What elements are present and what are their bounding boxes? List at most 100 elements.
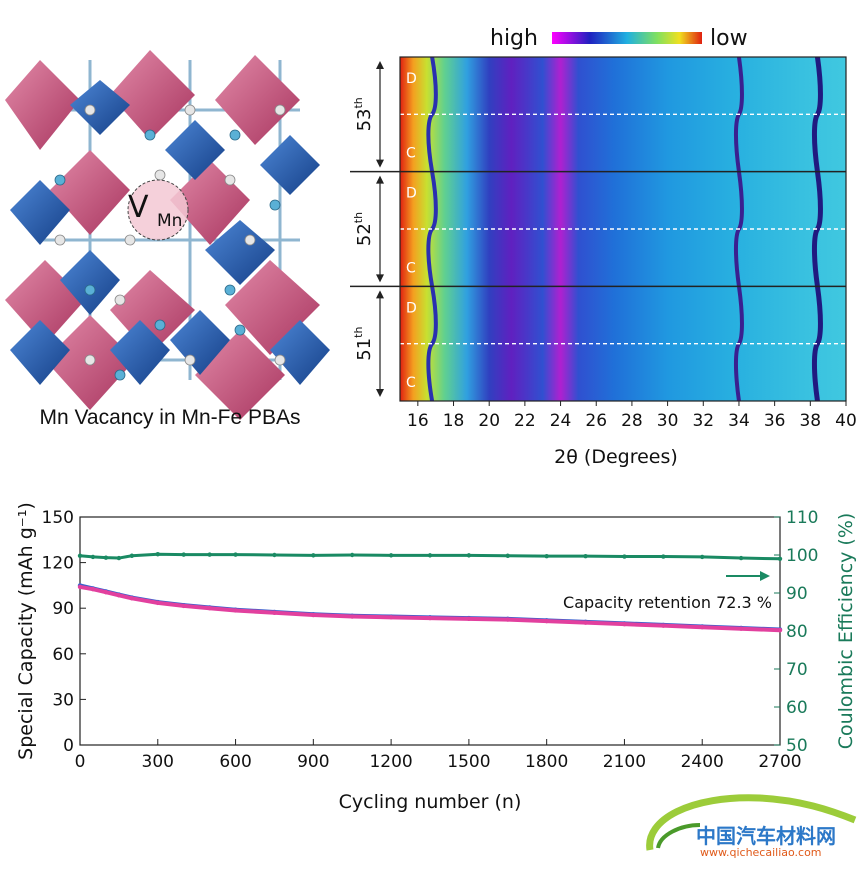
x-tick-label: 2400 bbox=[681, 752, 724, 772]
y2-tick-label: 70 bbox=[786, 660, 808, 680]
legend-low-label: low bbox=[710, 26, 748, 51]
data-point bbox=[505, 553, 510, 558]
x-tick-label: 600 bbox=[219, 752, 251, 772]
data-point bbox=[207, 552, 212, 557]
data-point bbox=[738, 555, 744, 561]
cycling-chart-panel: 0 300 600 900 1200 1500 1800 2100 2400 2700 0 30 60… bbox=[0, 490, 866, 820]
data-point bbox=[466, 616, 472, 622]
xrd-x-tick-label: 32 bbox=[692, 411, 714, 431]
arrow-right-icon bbox=[726, 571, 770, 581]
cycle-label: 51th bbox=[352, 327, 375, 361]
data-point bbox=[116, 555, 122, 561]
y-tick-label: 0 bbox=[63, 736, 74, 756]
y2-tick-label: 60 bbox=[786, 698, 808, 718]
data-point bbox=[738, 626, 744, 631]
y2-tick-label: 50 bbox=[786, 736, 808, 756]
data-point bbox=[350, 552, 355, 558]
data-point bbox=[129, 553, 135, 558]
data-point bbox=[700, 625, 705, 630]
watermark: 中国汽车材料网 www.qichecailiao.com bbox=[640, 790, 864, 866]
x-tick-label: 2700 bbox=[758, 752, 801, 772]
y2-tick-label: 80 bbox=[786, 622, 808, 642]
charge-label: C bbox=[406, 260, 416, 276]
xrd-x-tick-label: 22 bbox=[514, 411, 536, 431]
x-axis-label: Cycling number (n) bbox=[339, 791, 522, 813]
data-point bbox=[466, 553, 472, 558]
data-point bbox=[583, 553, 588, 559]
y2-tick-label: 110 bbox=[786, 508, 818, 528]
atom-spheres bbox=[54, 104, 286, 366]
data-point bbox=[622, 554, 627, 559]
data-point bbox=[777, 628, 783, 633]
data-point bbox=[311, 612, 316, 618]
data-point bbox=[544, 618, 549, 624]
data-point bbox=[700, 554, 705, 560]
data-point bbox=[350, 614, 355, 619]
data-point bbox=[311, 553, 316, 558]
xrd-peak-3 bbox=[811, 56, 823, 402]
x-tick-label: 300 bbox=[142, 752, 174, 772]
discharge-label: D bbox=[406, 186, 417, 202]
xrd-x-tick-label: 20 bbox=[478, 411, 500, 431]
data-point bbox=[427, 553, 433, 558]
structure-caption: Mn Vacancy in Mn-Fe PBAs bbox=[39, 406, 301, 429]
charge-label: C bbox=[406, 375, 416, 391]
x-tick-label: 900 bbox=[297, 752, 329, 772]
watermark-logo-icon bbox=[646, 794, 857, 851]
data-point bbox=[272, 610, 277, 615]
xrd-x-tick-label: 24 bbox=[550, 411, 572, 431]
xrd-peaks bbox=[426, 56, 823, 402]
data-point bbox=[103, 555, 109, 560]
data-point bbox=[129, 596, 135, 601]
data-point bbox=[207, 606, 212, 611]
data-point bbox=[777, 556, 783, 561]
data-point bbox=[155, 600, 160, 606]
crystal-structure-panel: V Mn bbox=[0, 40, 340, 440]
discharge-label: D bbox=[406, 300, 417, 316]
vacancy-symbol: V bbox=[128, 190, 149, 225]
data-point bbox=[661, 623, 666, 628]
discharge-label: D bbox=[406, 71, 417, 87]
data-point bbox=[103, 590, 109, 595]
x-tick-label: 1200 bbox=[369, 752, 412, 772]
cycle-label: 52th bbox=[352, 212, 375, 246]
data-point bbox=[116, 593, 122, 598]
cycling-chart: 0 300 600 900 1200 1500 1800 2100 2400 2700 0 30 60… bbox=[15, 502, 857, 813]
data-point bbox=[90, 587, 96, 592]
watermark-url: www.qichecailiao.com bbox=[700, 846, 822, 859]
y2-axis-label: Coulombic Efficiency (%) bbox=[835, 513, 857, 750]
data-point bbox=[90, 554, 96, 560]
y-axis-label: Special Capacity (mAh g⁻¹) bbox=[15, 502, 37, 760]
xrd-x-axis-label: 2θ (Degrees) bbox=[554, 446, 678, 468]
y-tick-label: 120 bbox=[42, 554, 74, 574]
x-tick-label: 1800 bbox=[525, 752, 568, 772]
data-point bbox=[505, 617, 510, 622]
y2-tick-label: 100 bbox=[786, 546, 818, 566]
xrd-x-tick-label: 16 bbox=[407, 411, 429, 431]
x-tick-label: 1500 bbox=[447, 752, 490, 772]
data-point bbox=[388, 553, 394, 558]
xrd-x-tick-label: 38 bbox=[799, 411, 821, 431]
data-point bbox=[181, 603, 186, 609]
crystal-structure-image: V Mn bbox=[5, 50, 330, 420]
y-tick-label: 150 bbox=[42, 508, 74, 528]
cycle-label: 53th bbox=[352, 97, 375, 131]
data-point bbox=[77, 553, 83, 558]
data-point bbox=[181, 552, 186, 557]
data-point bbox=[155, 552, 160, 557]
data-point bbox=[388, 615, 394, 620]
xrd-peak-1 bbox=[426, 56, 438, 402]
data-point bbox=[661, 554, 666, 559]
y-tick-label: 30 bbox=[52, 690, 74, 710]
xrd-x-tick-label: 26 bbox=[585, 411, 607, 431]
xrd-x-tick-label: 36 bbox=[764, 411, 786, 431]
xrd-x-tick-label: 30 bbox=[657, 411, 679, 431]
x-tick-label: 0 bbox=[75, 752, 86, 772]
y-tick-label: 60 bbox=[52, 645, 74, 665]
watermark-cn: 中国汽车材料网 bbox=[696, 824, 836, 848]
xrd-heatmap: high low 53th D C 52th D C 51th D C 16 18 20 22 24 26… bbox=[350, 26, 857, 468]
xrd-x-tick-label: 40 bbox=[835, 411, 857, 431]
y-tick-label: 90 bbox=[52, 599, 74, 619]
xrd-x-tick-label: 34 bbox=[728, 411, 750, 431]
fe-octahedra bbox=[10, 80, 330, 385]
